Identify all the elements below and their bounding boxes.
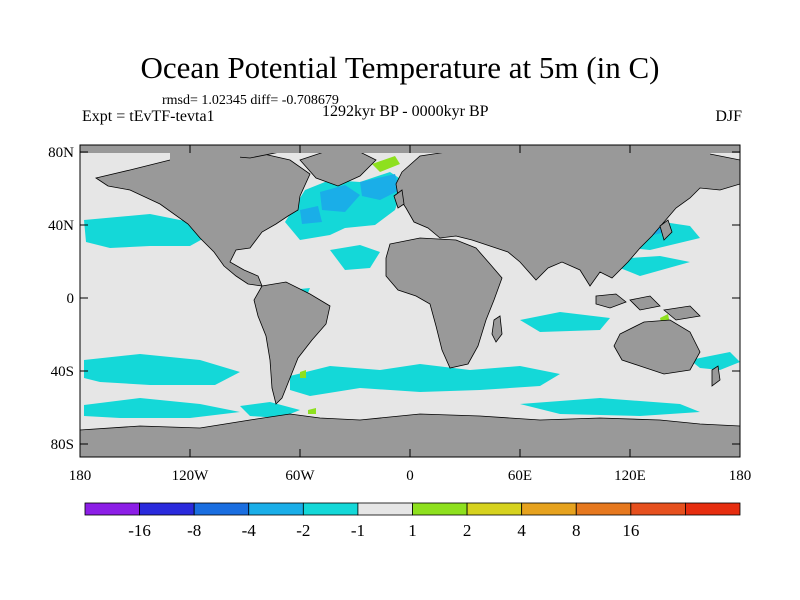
colorbar-label: -4 bbox=[242, 521, 257, 540]
colorbar-box bbox=[248, 502, 304, 516]
colorbar-box bbox=[466, 502, 523, 516]
colorbar-box bbox=[357, 502, 413, 516]
axis-ticks bbox=[80, 145, 740, 457]
lon-label-120e: 120E bbox=[614, 468, 646, 484]
lat-label-40s: 40S bbox=[51, 364, 74, 380]
colorbar-label: 16 bbox=[622, 521, 639, 540]
colorbar-box bbox=[575, 502, 632, 516]
colorbar-box bbox=[139, 502, 195, 516]
colorbar-box bbox=[193, 502, 250, 516]
colorbar-label: 4 bbox=[517, 521, 526, 540]
lon-label-0: 0 bbox=[406, 468, 414, 484]
lon-label-120w: 120W bbox=[172, 468, 210, 484]
lat-label-0: 0 bbox=[67, 291, 75, 307]
lat-label-40n: 40N bbox=[48, 218, 74, 234]
land-masses bbox=[80, 145, 740, 457]
lat-label-80n: 80N bbox=[48, 145, 74, 161]
lon-label-60e: 60E bbox=[508, 468, 532, 484]
colorbar-label: -2 bbox=[296, 521, 310, 540]
colorbar-label: 1 bbox=[408, 521, 417, 540]
colorbar-box bbox=[412, 502, 468, 516]
lat-label-80s: 80S bbox=[51, 437, 74, 453]
colorbar-label: 2 bbox=[463, 521, 472, 540]
colorbar-box bbox=[685, 502, 741, 516]
colorbar-label: -16 bbox=[128, 521, 151, 540]
colorbar-box bbox=[630, 502, 686, 516]
experiment-label: Expt = tEvTF-tevta1 bbox=[82, 108, 215, 125]
colorbar-label: 8 bbox=[572, 521, 581, 540]
map-title: Ocean Potential Temperature at 5m (in C) bbox=[140, 50, 660, 85]
colorbar-box bbox=[84, 502, 140, 516]
colorbar-label: -1 bbox=[351, 521, 365, 540]
time-period-label: 1292kyr BP - 0000kyr BP bbox=[322, 103, 489, 120]
season-label: DJF bbox=[715, 108, 742, 125]
rmsd-diff-stats: rmsd= 1.02345 diff= -0.708679 bbox=[162, 93, 339, 108]
colorbar-box bbox=[302, 502, 359, 516]
cool-anomaly-regions bbox=[84, 172, 740, 418]
lon-label-60w: 60W bbox=[285, 468, 315, 484]
colorbar-label: -8 bbox=[187, 521, 201, 540]
lon-label-180w: 180 bbox=[69, 468, 92, 484]
lon-label-180e: 180 bbox=[729, 468, 752, 484]
colorbar-boxes bbox=[84, 502, 741, 516]
colorbar-box bbox=[521, 502, 577, 516]
